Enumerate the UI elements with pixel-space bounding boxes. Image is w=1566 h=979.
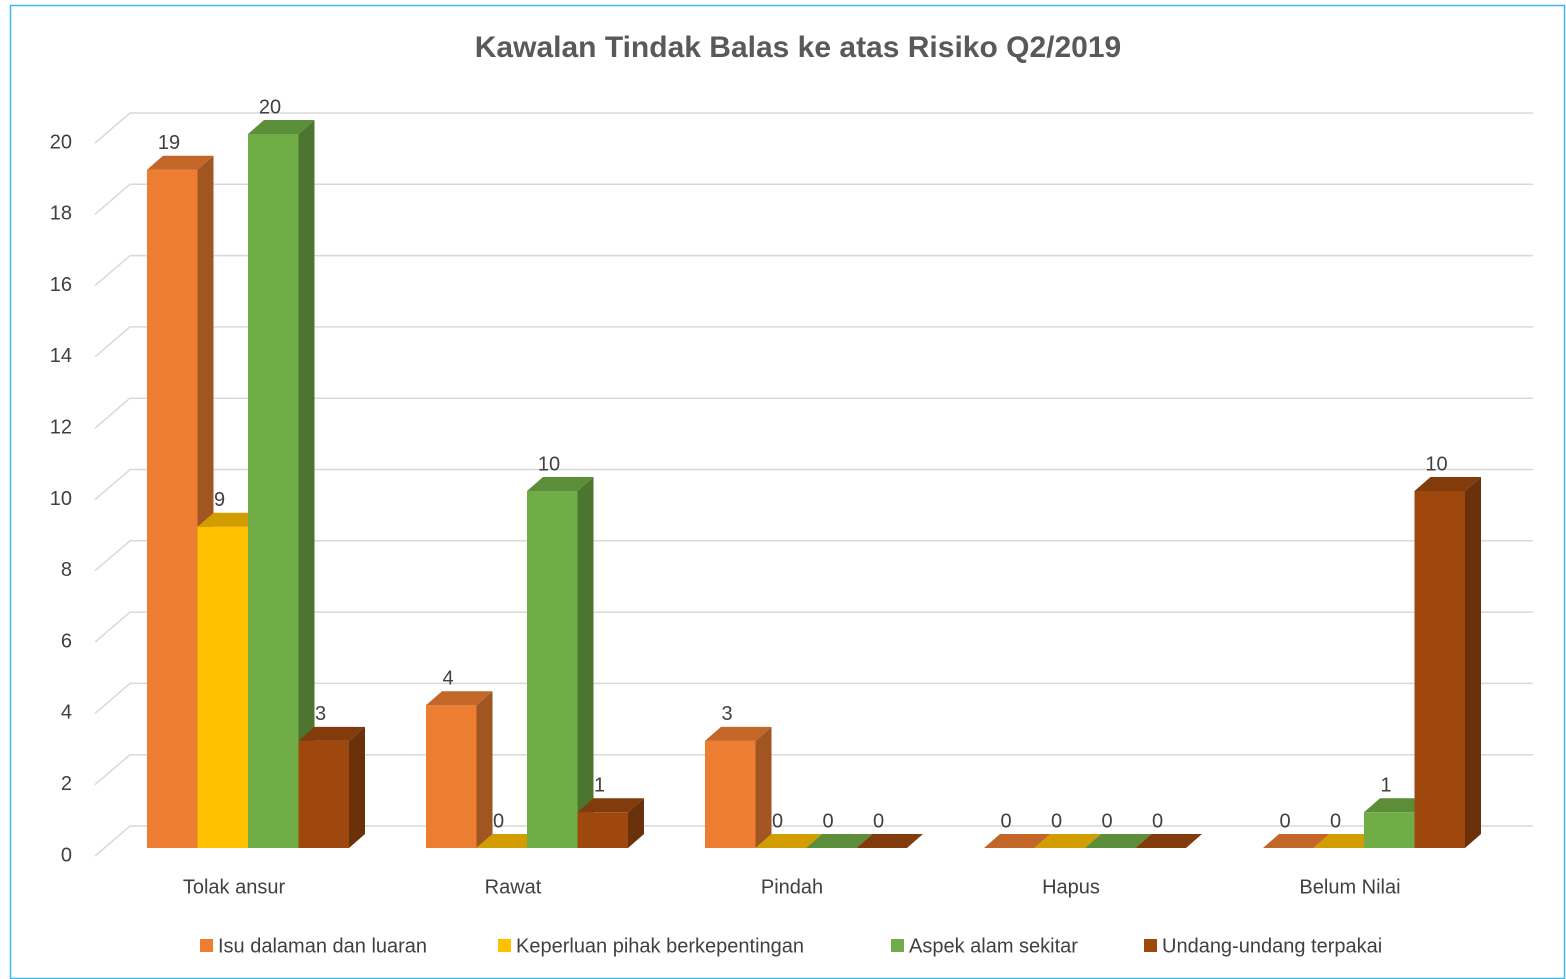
y-tick-label: 4 [61,702,72,724]
data-label: 3 [315,703,326,725]
bar [197,526,248,848]
bar-top [197,512,264,527]
x-tick-label: Hapus [1042,876,1100,898]
bar-top [1085,834,1152,848]
bar-top [1263,834,1330,848]
bar-top [577,798,644,813]
bar [147,169,198,848]
data-label: 3 [721,703,732,725]
grid-line [94,397,1533,429]
legend-label: Undang-undang terpakai [1162,935,1382,957]
y-tick-label: 12 [50,416,72,438]
y-tick-label: 2 [61,773,72,795]
bar [577,812,628,848]
legend-label: Aspek alam sekitar [909,935,1078,957]
grid-line [94,540,1533,572]
bar [527,491,578,848]
bar-top [476,834,543,848]
y-tick-label: 20 [50,131,72,153]
data-label: 0 [1152,810,1163,832]
data-label: 0 [1330,810,1341,832]
data-label: 1 [1380,775,1391,797]
bar-top [298,726,365,741]
grid-line [94,112,1533,144]
bar [298,740,349,848]
y-tick-label: 6 [61,630,72,652]
bar-top [426,691,493,706]
legend-swatch [498,939,511,952]
data-label: 10 [538,453,560,475]
grid-line [94,326,1533,358]
bar-side [476,691,493,848]
bar-top [856,834,923,848]
legend-swatch [891,939,904,952]
bar-top [1135,834,1202,848]
data-label: 19 [158,132,180,154]
bar-side [577,477,594,848]
bar-top [755,834,822,848]
bar-top [1414,477,1481,491]
grid-line [94,753,1533,786]
y-tick-label: 0 [61,844,72,866]
bar [1364,812,1415,848]
bar-top [147,155,214,170]
chart-title: Kawalan Tindak Balas ke atas Risiko Q2/2… [475,31,1121,64]
x-tick-label: Pindah [761,876,823,898]
bar [705,740,756,848]
bar-side [349,726,365,848]
data-label: 0 [1051,810,1062,832]
bar [426,705,477,848]
y-tick-label: 10 [50,488,72,510]
grid-line [94,254,1533,287]
bar-side [755,726,772,848]
y-tick-label: 8 [61,559,72,581]
grid-line [94,611,1533,643]
bar [248,134,299,848]
bar-top [705,726,772,741]
bar-top [984,834,1051,848]
data-label: 0 [873,810,884,832]
data-label: 1 [594,775,605,797]
bar-top [806,834,873,848]
bar [1414,491,1465,848]
legend-swatch [200,939,213,952]
bar-side [628,798,644,848]
bar-top [248,120,315,134]
x-tick-label: Belum Nilai [1299,876,1400,898]
data-label: 9 [214,489,225,511]
grid-line [94,825,1533,857]
legend-label: Keperluan pihak berkepentingan [516,935,804,957]
legend-swatch [1144,939,1157,952]
grid-line [94,682,1533,714]
grid-line [94,468,1533,501]
data-label: 4 [442,667,453,689]
bar-side [298,120,315,848]
y-tick-label: 18 [50,203,72,225]
bar-side [1465,477,1481,848]
bar-top [1313,834,1380,848]
x-tick-label: Tolak ansur [183,876,286,898]
data-label: 10 [1425,453,1447,475]
data-label: 0 [1000,810,1011,832]
bar-top [527,477,594,491]
legend-label: Isu dalaman dan luaran [218,935,427,957]
y-tick-label: 14 [50,345,72,367]
data-label: 20 [259,96,281,118]
x-tick-label: Rawat [485,876,542,898]
y-tick-label: 16 [50,274,72,296]
data-label: 0 [822,810,833,832]
data-label: 0 [1279,810,1290,832]
bar-top [1364,798,1431,813]
bar-top [1034,834,1101,848]
data-label: 0 [493,810,504,832]
data-label: 0 [772,810,783,832]
grid-line [94,183,1533,215]
data-label: 0 [1101,810,1112,832]
